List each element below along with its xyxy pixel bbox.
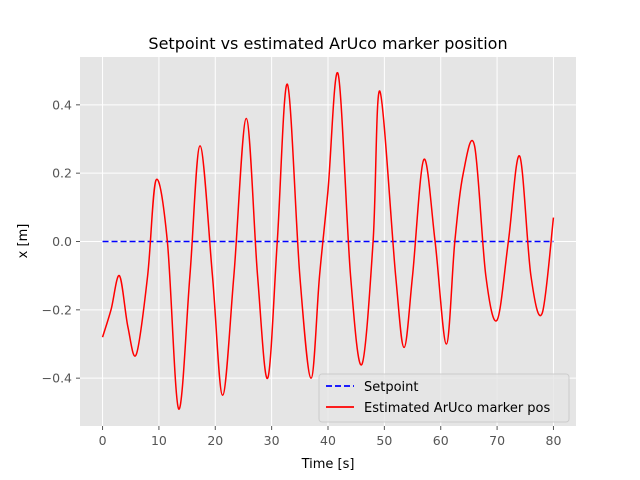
legend: Setpoint Estimated ArUco marker pos (318, 373, 570, 423)
y-tick-label: −0.4 (42, 371, 72, 386)
x-tick-label: 80 (546, 433, 562, 448)
y-tick-label: 0.4 (52, 97, 72, 112)
legend-label-setpoint: Setpoint (364, 380, 419, 395)
y-tick-label: 0.2 (52, 166, 72, 181)
y-axis-label: x [m] (16, 224, 31, 259)
tick-labels: 0 10 20 30 40 50 60 70 80 −0.4 −0.2 0.0 0.2 0.4 (42, 97, 562, 448)
series-line-estimated (101, 71, 555, 410)
legend-label-estimated: Estimated ArUco marker pos (364, 401, 551, 416)
x-tick-label: 30 (264, 433, 280, 448)
y-tick-label: 0.0 (52, 234, 72, 249)
chart-title: Setpoint vs estimated ArUco marker posit… (148, 34, 507, 53)
x-tick-label: 60 (433, 433, 449, 448)
x-tick-label: 70 (489, 433, 505, 448)
x-tick-label: 10 (151, 433, 167, 448)
x-tick-label: 40 (320, 433, 336, 448)
x-tick-label: 0 (99, 433, 107, 448)
x-tick-label: 20 (207, 433, 223, 448)
y-tick-label: −0.2 (42, 302, 72, 317)
series-layer (101, 71, 555, 410)
legend-box (318, 373, 570, 423)
x-tick-label: 50 (376, 433, 392, 448)
x-axis-label: Time [s] (301, 457, 355, 472)
